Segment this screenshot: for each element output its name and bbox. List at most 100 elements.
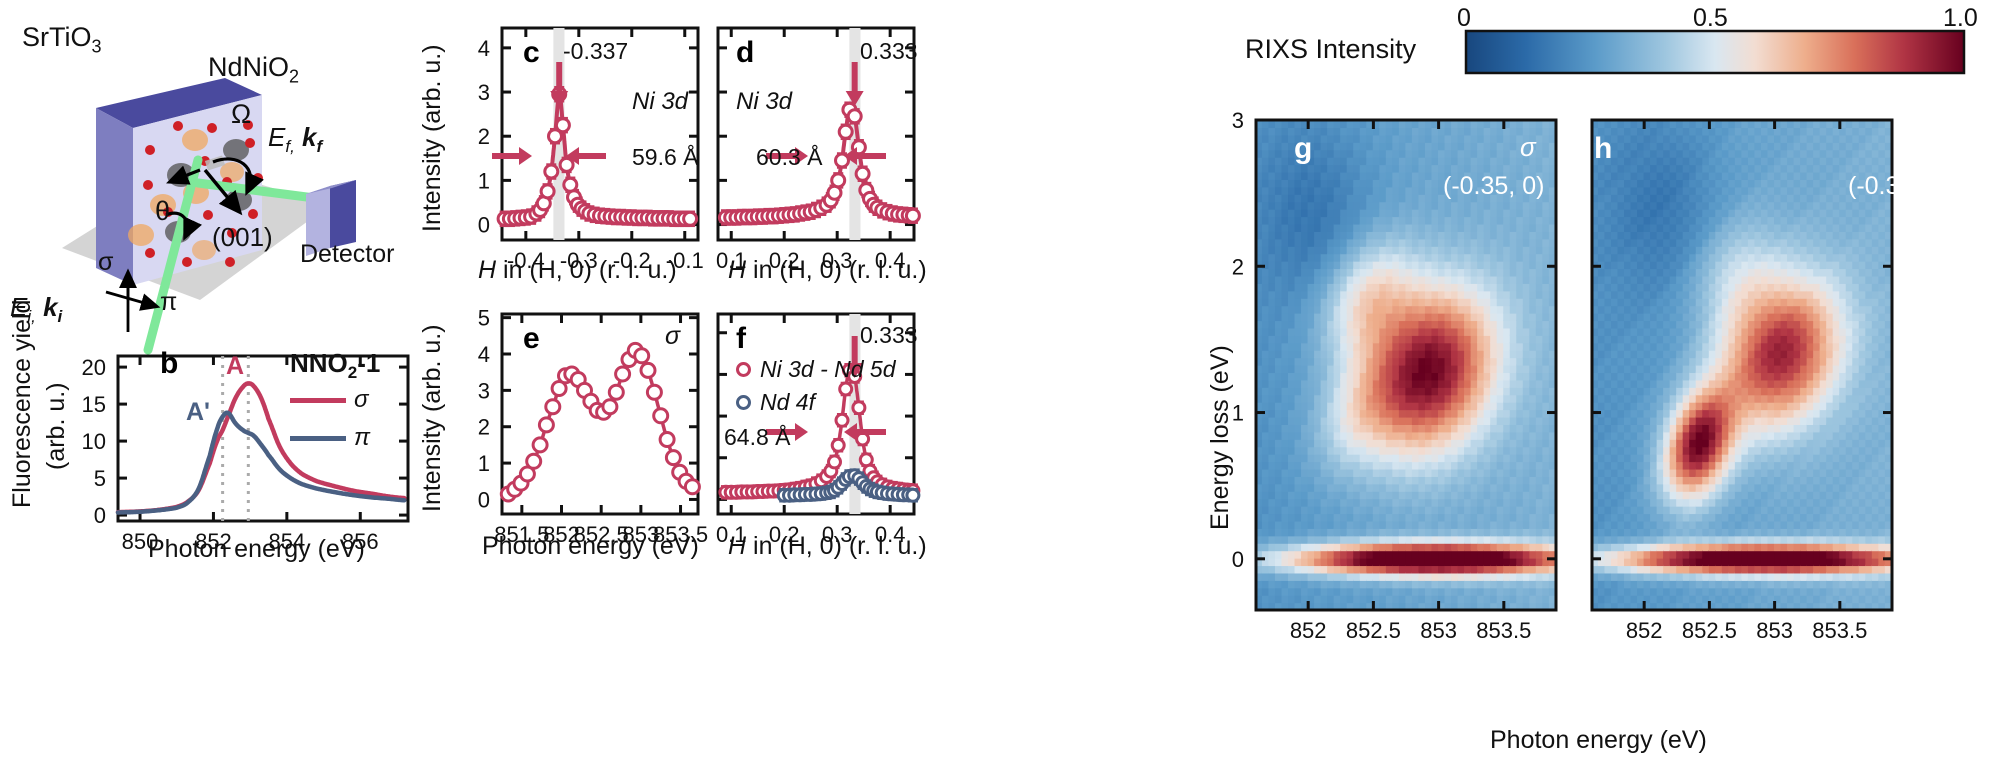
- legend-label-pi: π: [354, 424, 371, 451]
- data-point: [539, 183, 556, 200]
- panel-a-schematic: SrTiO3 NdNiO2 Ω θ (001) Ef, kf Detector …: [0, 0, 400, 355]
- film-label: NdNiO2: [208, 52, 300, 87]
- data-point-Nd 4f: [905, 487, 921, 503]
- x-tick-label: 0.4: [875, 248, 906, 273]
- y-tick-label: 5: [478, 306, 490, 331]
- legend-label-ni3d-nd5d: Ni 3d - Nd 5d: [760, 356, 896, 382]
- panels-gh-xlabel: Photon energy (eV): [1490, 726, 1707, 754]
- panel-g-ylabel: Energy loss (eV): [1206, 345, 1234, 530]
- panel-b-legend-title: NNO2-1: [290, 348, 381, 383]
- panel-b-annot-Aprime: A': [186, 398, 210, 426]
- panel-d-width-label: 60.3 Å: [756, 144, 823, 170]
- data-point: [544, 398, 562, 416]
- panel-b-ylabel-line1: Fluorescence yield: [8, 299, 36, 508]
- x-tick-label: -0.1: [666, 248, 704, 273]
- panel-e: 851.5 852 852.5 853 853.5 0 1 2 3 4 5 e σ Photon e…: [410, 300, 710, 575]
- panel-e-corner-label: σ: [665, 322, 681, 350]
- theta-arc-arrow: [165, 211, 202, 241]
- y-tick-label: 1: [478, 451, 490, 476]
- y-tick-label: 5: [94, 466, 106, 491]
- data-point-Ni 3d - Nd 5d: [827, 454, 842, 470]
- legend-item-ni3d-nd5d: Ni 3d - Nd 5d: [736, 356, 896, 383]
- x-tick-label: 853.5: [1476, 618, 1531, 643]
- detector-label: Detector: [300, 240, 395, 268]
- panel-c-peak-label: -0.337: [563, 38, 629, 64]
- x-tick-label: 854: [269, 529, 306, 554]
- legend-swatch-sigma: [290, 397, 346, 403]
- panel-f-letter: f: [736, 322, 746, 355]
- data-point: [614, 365, 632, 383]
- x-tick-label: -0.3: [560, 248, 598, 273]
- colorbar-group: RIXS Intensity 0 0.5 1.0: [1245, 4, 1985, 75]
- data-point: [601, 398, 619, 416]
- data-point: [664, 449, 682, 467]
- y-tick-label: 2: [478, 124, 490, 149]
- x-tick-label: 0.3: [822, 522, 853, 547]
- data-point: [854, 165, 871, 182]
- panel-f-width-label: 64.8 Å: [724, 424, 791, 450]
- panel-b-axes: 850 852 854 856 0 5 10 15 20: [82, 354, 410, 554]
- panel-b-ylabel-line2: (arb. u.): [42, 382, 70, 470]
- x-tick-label: 853: [1756, 618, 1793, 643]
- y-tick-label: 10: [82, 429, 106, 454]
- direction-001-label: (001): [212, 222, 273, 252]
- data-point: [633, 347, 651, 365]
- colorbar-tick-05: 0.5: [1693, 4, 1728, 32]
- data-point: [558, 156, 575, 173]
- x-tick-label: 853: [623, 522, 660, 547]
- data-point: [550, 380, 568, 397]
- data-point: [683, 478, 701, 496]
- x-tick-label: 852.5: [574, 522, 629, 547]
- panel-d-axes: 0.1 0.2 0.3 0.4: [716, 26, 921, 273]
- panel-e-xlabel: Photon energy (eV): [482, 532, 699, 560]
- legend-marker-nd4f: [736, 395, 751, 410]
- heatmap-cells: [1256, 120, 1556, 610]
- legend-item-sigma: σ: [290, 386, 370, 414]
- panel-f: 0.1 0.2 0.3 0.4 f 0.333 64.8 Å Ni 3d - Nd 5…: [700, 300, 980, 575]
- data-point: [547, 128, 563, 145]
- y-tick-label: 3: [478, 378, 490, 403]
- legend-marker-ni3d-nd5d: [736, 362, 751, 377]
- panel-b: 850 852 854 856 0 5 10 15 20 b A A' NNO2-1 σ π P…: [0, 300, 420, 575]
- y-tick-label: 0: [1232, 547, 1244, 572]
- panel-c-xlabel: H in (H, 0) (r. l. u.): [478, 256, 677, 284]
- y-tick-label: 4: [478, 342, 490, 367]
- panel-d-corner-label: Ni 3d: [736, 88, 793, 115]
- y-tick-label: 4: [478, 36, 490, 61]
- legend-item-nd4f: Nd 4f: [736, 389, 896, 416]
- panel-g-q-label: (-0.35, 0): [1443, 172, 1545, 200]
- data-point-Ni 3d - Nd 5d: [834, 412, 850, 428]
- data-point: [543, 163, 560, 180]
- colorbar-title: RIXS Intensity: [1245, 34, 1417, 64]
- y-tick-label: 2: [1232, 254, 1244, 279]
- colorbar-tick-10: 1.0: [1943, 4, 1978, 32]
- data-point: [834, 152, 850, 169]
- panel-c-axes: -0.4 -0.3 -0.2 -0.1 0 1 2 3 4: [478, 26, 704, 273]
- panel-g: 852 852.5 853 853.5 0 1 2 3 g σ (-0.35, 0) Ener…: [1190, 60, 1570, 660]
- data-point: [846, 108, 863, 125]
- x-tick-label: 853.5: [1812, 618, 1867, 643]
- x-tick-label: 852: [543, 522, 580, 547]
- panel-g-axes: 852 852.5 853 853.5 0 1 2 3: [1232, 108, 1558, 643]
- x-tick-label: 850: [122, 529, 159, 554]
- x-tick-label: -0.2: [613, 248, 651, 273]
- substrate-top-face: [96, 78, 262, 128]
- panel-c-letter: c: [523, 36, 540, 69]
- data-point-Ni 3d - Nd 5d: [851, 400, 867, 416]
- panel-c: -0.4 -0.3 -0.2 -0.1 0 1 2 3 4 c -0.337 59.6 Å Ni…: [410, 10, 710, 300]
- legend-swatch-pi: [290, 435, 346, 441]
- panel-c-ylabel: Intensity (arb. u.): [418, 44, 446, 232]
- panel-e-letter: e: [523, 322, 540, 355]
- panel-h-axes: 852 852.5 853 853.5: [1590, 118, 1894, 643]
- x-tick-label: 0.4: [875, 522, 906, 547]
- data-point: [658, 431, 676, 448]
- panel-h-pol-label: π: [1930, 132, 1948, 162]
- legend-label-sigma: σ: [354, 386, 369, 413]
- panel-d-peak-label: 0.333: [860, 38, 918, 64]
- data-point: [652, 407, 670, 425]
- heatmap-cells: [1592, 120, 1892, 610]
- incoming-beam: [143, 155, 203, 355]
- substrate-side-face: [96, 108, 133, 285]
- panel-g-letter: g: [1294, 132, 1313, 165]
